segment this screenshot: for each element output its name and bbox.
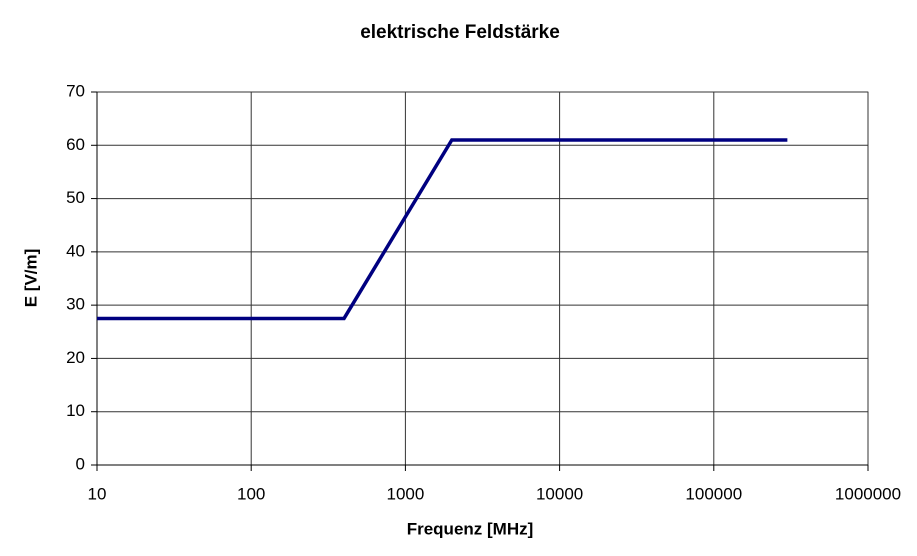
x-tick-label: 1000	[386, 484, 424, 503]
x-tick-label: 100	[237, 484, 265, 503]
y-axis-label: E [V/m]	[21, 249, 40, 308]
y-tick-label: 70	[66, 81, 85, 100]
y-tick-label: 20	[66, 348, 85, 367]
x-tick-label: 100000	[685, 484, 742, 503]
y-tick-label: 30	[66, 295, 85, 314]
y-tick-label: 50	[66, 188, 85, 207]
plot-area	[96, 91, 869, 466]
y-tick-label: 10	[66, 401, 85, 420]
x-tick-label: 10	[88, 484, 107, 503]
line-series	[97, 138, 788, 321]
chart-title: elektrische Feldstärke	[360, 22, 560, 43]
y-tick-label: 40	[66, 241, 85, 260]
x-tick-label: 1000000	[835, 484, 901, 503]
y-tick-label: 0	[76, 454, 85, 473]
x-tick-label: 10000	[536, 484, 583, 503]
x-axis-label: Frequenz [MHz]	[407, 519, 534, 538]
y-tick-label: 60	[66, 135, 85, 154]
